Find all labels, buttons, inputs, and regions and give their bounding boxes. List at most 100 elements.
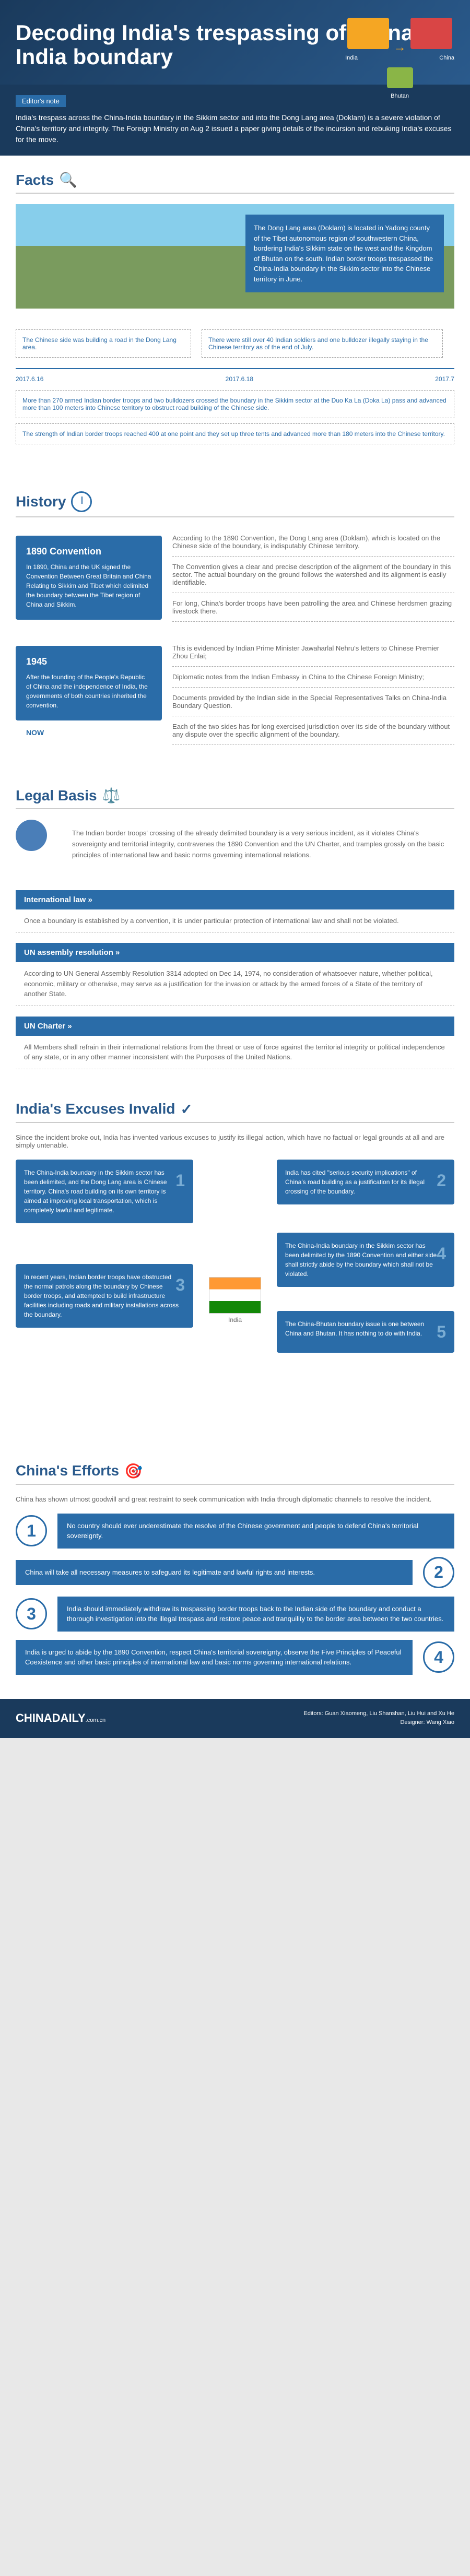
effort-num: 4 xyxy=(423,1641,454,1673)
legal-intro: The Indian border troops' crossing of th… xyxy=(64,820,454,869)
bhutan-map-icon xyxy=(387,67,413,88)
history-card-1945: 1945 After the founding of the People's … xyxy=(16,646,162,720)
excuse-text: The China-India boundary in the Sikkim s… xyxy=(24,1169,167,1214)
effort-num: 3 xyxy=(16,1598,47,1629)
india-flag-icon: India xyxy=(209,1277,261,1314)
facts-photo: The Dong Lang area (Doklam) is located i… xyxy=(16,204,454,309)
effort-text: India is urged to abide by the 1890 Conv… xyxy=(16,1640,413,1675)
footer-designer: Designer: Wang Xiao xyxy=(303,1718,454,1728)
history-card-title: 1945 xyxy=(26,656,151,667)
editor-note-text: India's trespass across the China-India … xyxy=(16,112,454,145)
history-section: History 1890 Convention In 1890, China a… xyxy=(0,476,470,771)
excuses-title-text: India's Excuses Invalid xyxy=(16,1101,175,1117)
effort-item: 3 India should immediately withdraw its … xyxy=(16,1597,454,1632)
facts-timeline: The Chinese side was building a road in … xyxy=(16,324,454,444)
facts-photo-text: The Dong Lang area (Doklam) is located i… xyxy=(245,215,444,292)
history-card-title: 1890 Convention xyxy=(26,546,151,557)
excuses-intro: Since the incident broke out, India has … xyxy=(16,1133,454,1149)
target-icon: 🎯 xyxy=(124,1462,143,1480)
history-item: According to the 1890 Convention, the Do… xyxy=(172,528,454,557)
legal-section: Legal Basis ⚖️ The Indian border troops'… xyxy=(0,771,470,1084)
editor-note-label: Editor's note xyxy=(16,95,66,107)
map-area: → India China Bhutan xyxy=(345,16,454,99)
check-icon: ✓ xyxy=(180,1101,192,1118)
legal-title-text: Legal Basis xyxy=(16,787,97,804)
effort-text: China will take all necessary measures t… xyxy=(16,1560,413,1585)
magnifier-icon: 🔍 xyxy=(59,171,77,188)
footer: CHINADAILY.com.cn Editors: Guan Xiaomeng… xyxy=(0,1699,470,1738)
clock-icon xyxy=(71,491,92,512)
excuse-num: 3 xyxy=(175,1272,185,1297)
facts-section: Facts 🔍 The Dong Lang area (Doklam) is l… xyxy=(0,156,470,476)
excuse-num: 5 xyxy=(437,1319,446,1344)
excuses-grid: 1 The China-India boundary in the Sikkim… xyxy=(16,1160,454,1431)
history-card-text: In 1890, China and the UK signed the Con… xyxy=(26,562,151,609)
timeline-event: The Chinese side was building a road in … xyxy=(16,329,191,358)
effort-text: India should immediately withdraw its tr… xyxy=(57,1597,454,1632)
history-item: The Convention gives a clear and precise… xyxy=(172,557,454,593)
legal-title: Legal Basis ⚖️ xyxy=(16,787,454,809)
excuse-text: India has cited "serious security implic… xyxy=(285,1169,425,1195)
timeline-event: There were still over 40 Indian soldiers… xyxy=(202,329,443,358)
legal-header: International law xyxy=(16,890,454,909)
effort-text: No country should ever underestimate the… xyxy=(57,1514,454,1549)
excuse-box: 4 The China-India boundary in the Sikkim… xyxy=(277,1233,454,1287)
excuse-text: In recent years, Indian border troops ha… xyxy=(24,1273,179,1318)
timeline-date: 2017.6.16 xyxy=(16,375,43,383)
excuse-text: The China-Bhutan boundary issue is one b… xyxy=(285,1320,424,1337)
excuse-box: 2 India has cited "serious security impl… xyxy=(277,1160,454,1204)
facts-title: Facts 🔍 xyxy=(16,171,454,194)
excuse-text: The China-India boundary in the Sikkim s… xyxy=(285,1242,437,1278)
effort-num: 2 xyxy=(423,1557,454,1588)
efforts-section: China's Efforts 🎯 China has shown utmost… xyxy=(0,1447,470,1699)
efforts-title-text: China's Efforts xyxy=(16,1462,119,1479)
legal-text: Once a boundary is established by a conv… xyxy=(16,909,454,933)
excuse-num: 1 xyxy=(175,1168,185,1193)
un-logo-icon xyxy=(16,820,47,851)
efforts-title: China's Efforts 🎯 xyxy=(16,1462,454,1485)
excuse-box: 1 The China-India boundary in the Sikkim… xyxy=(16,1160,193,1223)
india-label: India xyxy=(345,55,358,61)
timeline-event: More than 270 armed Indian border troops… xyxy=(16,390,454,418)
effort-item: 2 China will take all necessary measures… xyxy=(16,1557,454,1588)
history-item: For long, China's border troops have bee… xyxy=(172,593,454,622)
history-item: Each of the two sides has for long exerc… xyxy=(172,716,454,745)
excuse-num: 4 xyxy=(437,1241,446,1266)
footer-credits: Editors: Guan Xiaomeng, Liu Shanshan, Li… xyxy=(303,1709,454,1728)
china-label: China xyxy=(439,55,454,61)
history-item: This is evidenced by Indian Prime Minist… xyxy=(172,638,454,667)
history-card-text: After the founding of the People's Repub… xyxy=(26,672,151,710)
legal-text: According to UN General Assembly Resolut… xyxy=(16,962,454,1006)
excuses-section: India's Excuses Invalid ✓ Since the inci… xyxy=(0,1085,470,1447)
effort-num: 1 xyxy=(16,1515,47,1546)
excuses-title: India's Excuses Invalid ✓ xyxy=(16,1101,454,1123)
timeline-event: The strength of Indian border troops rea… xyxy=(16,423,454,444)
now-label: NOW xyxy=(26,728,162,737)
history-item: Documents provided by the Indian side in… xyxy=(172,688,454,716)
footer-editors: Editors: Guan Xiaomeng, Liu Shanshan, Li… xyxy=(303,1709,454,1719)
china-map-icon xyxy=(410,18,452,49)
arrow-icon: → xyxy=(394,40,406,54)
excuse-box: 3 In recent years, Indian border troops … xyxy=(16,1264,193,1328)
effort-item: 4 India is urged to abide by the 1890 Co… xyxy=(16,1640,454,1675)
history-card-1890: 1890 Convention In 1890, China and the U… xyxy=(16,536,162,620)
india-map-icon xyxy=(347,18,389,49)
timeline-date: 2017.6.18 xyxy=(226,375,253,383)
legal-header: UN Charter xyxy=(16,1017,454,1036)
excuse-box: 5 The China-Bhutan boundary issue is one… xyxy=(277,1311,454,1353)
timeline-date: 2017.7 xyxy=(435,375,454,383)
footer-logo-text: CHINADAILY xyxy=(16,1711,86,1724)
india-flag-label: India xyxy=(209,1316,261,1324)
history-item: Diplomatic notes from the Indian Embassy… xyxy=(172,667,454,688)
excuse-num: 2 xyxy=(437,1168,446,1193)
effort-item: 1 No country should ever underestimate t… xyxy=(16,1514,454,1549)
scales-icon: ⚖️ xyxy=(102,787,121,804)
legal-header: UN assembly resolution xyxy=(16,943,454,962)
history-title: History xyxy=(16,491,454,517)
facts-title-text: Facts xyxy=(16,172,54,188)
footer-logo: CHINADAILY.com.cn xyxy=(16,1711,105,1725)
bhutan-label: Bhutan xyxy=(345,93,454,99)
efforts-intro: China has shown utmost goodwill and grea… xyxy=(16,1495,454,1503)
history-title-text: History xyxy=(16,493,66,510)
footer-logo-sub: .com.cn xyxy=(86,1717,106,1723)
